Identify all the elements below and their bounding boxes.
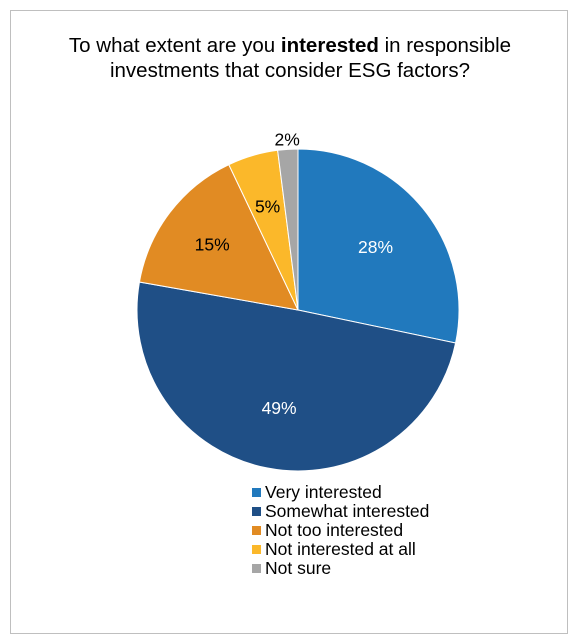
legend-label: Not too interested [265, 520, 404, 540]
legend-swatch [252, 488, 261, 497]
data-label-not-too-interested: 15% [195, 235, 230, 255]
legend-item-not-interested-at-all: Not interested at all [252, 540, 429, 559]
chart-title: To what extent are you interested in res… [40, 33, 540, 83]
legend-swatch [252, 526, 261, 535]
legend-swatch [252, 564, 261, 573]
pie-slice-not-too-interested [138, 163, 299, 311]
data-label-very-interested: 28% [358, 237, 393, 257]
pie-slice-very-interested [297, 148, 460, 344]
legend-label: Not interested at all [265, 539, 416, 559]
chart-title-emphasis: interested [280, 34, 379, 57]
pie-slice-not-sure [277, 148, 299, 311]
legend-label: Somewhat interested [265, 501, 430, 521]
chart-title-part-1: To what extent are you [68, 34, 281, 57]
data-label-somewhat-interested: 49% [262, 398, 297, 418]
legend-item-somewhat-interested: Somewhat interested [252, 502, 429, 521]
chart-legend: Very interested Somewhat interested Not to… [252, 483, 429, 578]
legend-item-not-too-interested: Not too interested [252, 521, 429, 540]
legend-swatch [252, 507, 261, 516]
legend-item-very-interested: Very interested [252, 483, 429, 502]
legend-swatch [252, 545, 261, 554]
pie-slice-somewhat-interested [136, 281, 457, 472]
chart-title-part-2: in responsible investments that consider… [109, 34, 512, 82]
legend-label: Not sure [265, 558, 332, 578]
legend-item-not-sure: Not sure [252, 559, 429, 578]
data-label-not-interested-at-all: 5% [255, 197, 280, 217]
data-label-not-sure: 2% [275, 130, 300, 150]
legend-label: Very interested [265, 482, 382, 502]
